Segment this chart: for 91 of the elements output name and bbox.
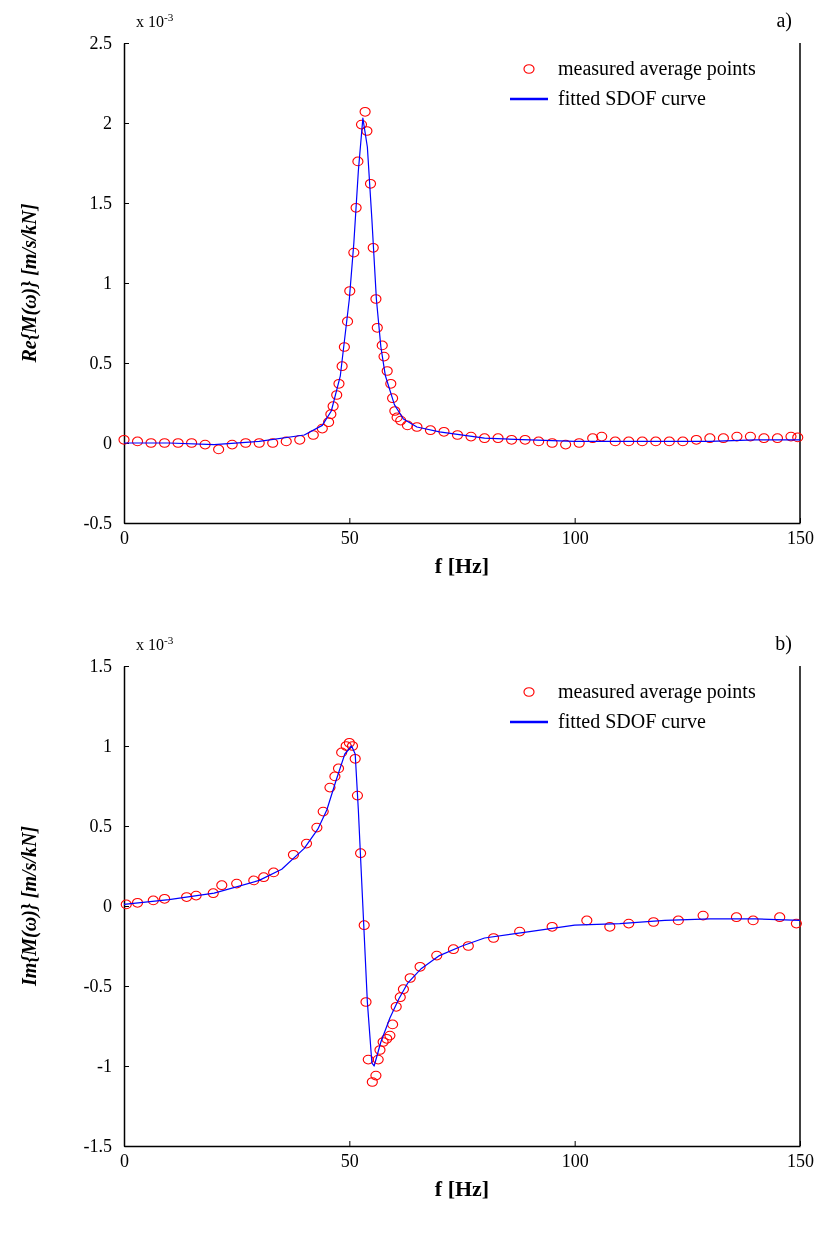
x-tick-label: 50	[340, 1150, 359, 1171]
point	[514, 926, 526, 937]
x-tick-label: 0	[120, 527, 129, 548]
point	[332, 763, 345, 774]
y-tick-label: 1.5	[89, 193, 112, 214]
point	[158, 893, 171, 904]
legend-label: fitted SDOF curve	[558, 710, 706, 732]
point	[131, 897, 144, 908]
point	[647, 917, 660, 927]
point	[623, 918, 635, 929]
legend-label: fitted SDOF curve	[558, 87, 706, 109]
y-tick-label: 2.5	[89, 33, 112, 54]
point	[311, 822, 323, 833]
point	[387, 1019, 399, 1030]
point	[355, 848, 367, 859]
point	[324, 782, 336, 793]
point	[370, 1070, 382, 1081]
y-tick-label: -0.5	[83, 976, 112, 997]
point	[317, 806, 329, 817]
chart-title: a)	[776, 9, 792, 32]
point	[546, 921, 558, 932]
point	[697, 910, 709, 921]
point	[362, 1054, 374, 1065]
point	[431, 950, 443, 961]
x-axis-title: f [Hz]	[434, 1176, 490, 1201]
point	[147, 895, 159, 906]
point	[181, 892, 193, 902]
y-tick-label: 1	[103, 273, 112, 294]
point	[268, 867, 280, 878]
point	[207, 888, 219, 899]
point	[394, 992, 406, 1003]
chart-title: b)	[775, 632, 792, 655]
x-tick-label: 100	[561, 527, 589, 548]
point	[329, 771, 341, 782]
point	[231, 878, 243, 889]
point	[258, 872, 270, 883]
point	[774, 912, 786, 923]
y-tick-label: 2	[103, 113, 112, 134]
y-tick-label: -1.5	[83, 1136, 112, 1157]
point	[487, 933, 500, 943]
y-axis-title: Re{M(ω)} [m/s/kN]	[18, 203, 41, 364]
point	[730, 912, 743, 923]
y-tick-label: -1	[97, 1056, 112, 1077]
point	[377, 1037, 389, 1047]
point	[747, 915, 759, 926]
x-tick-label: 0	[120, 1150, 129, 1171]
y-tick-label: 0.5	[89, 353, 112, 374]
point	[360, 997, 372, 1007]
point	[414, 961, 426, 972]
line-series	[123, 745, 801, 1067]
point	[390, 1001, 402, 1012]
x-tick-label: 50	[340, 527, 359, 548]
point	[120, 899, 132, 910]
point	[287, 849, 300, 860]
x-axis-title: f [Hz]	[434, 553, 490, 578]
point	[790, 918, 802, 929]
point	[351, 790, 364, 801]
y-tick-label: -0.5	[83, 513, 112, 534]
point	[336, 747, 348, 758]
x-tick-label: 150	[787, 1150, 814, 1171]
point	[346, 741, 359, 751]
y-tick-label: 0	[103, 896, 112, 917]
point	[340, 741, 352, 751]
point	[216, 880, 228, 891]
point	[190, 890, 202, 901]
point	[404, 973, 416, 983]
x-tick-label: 150	[787, 527, 814, 548]
y-tick-label: 0	[103, 433, 112, 454]
legend-label: measured average points	[558, 57, 756, 80]
x-tick-label: 100	[561, 1150, 589, 1171]
point	[397, 984, 409, 995]
y-tick-label: 1	[103, 736, 112, 757]
point	[366, 1077, 378, 1087]
point	[604, 921, 616, 932]
y-tick-label: 1.5	[89, 656, 112, 677]
point	[358, 920, 370, 931]
legend-label: measured average points	[558, 680, 756, 703]
point	[672, 915, 684, 926]
point	[581, 915, 593, 926]
y-tick-label: 0.5	[89, 816, 112, 837]
point	[447, 944, 459, 955]
point	[343, 737, 355, 748]
point	[349, 753, 361, 764]
text: x 10$^{-3}$	[136, 634, 174, 653]
point	[374, 1045, 386, 1055]
point	[462, 941, 474, 951]
y-axis-title: Im{M(ω)} [m/s/kN]	[18, 825, 41, 988]
text: x 10$^{-3}$	[136, 11, 174, 30]
point	[300, 838, 313, 849]
point	[248, 875, 260, 886]
point	[372, 1054, 384, 1065]
